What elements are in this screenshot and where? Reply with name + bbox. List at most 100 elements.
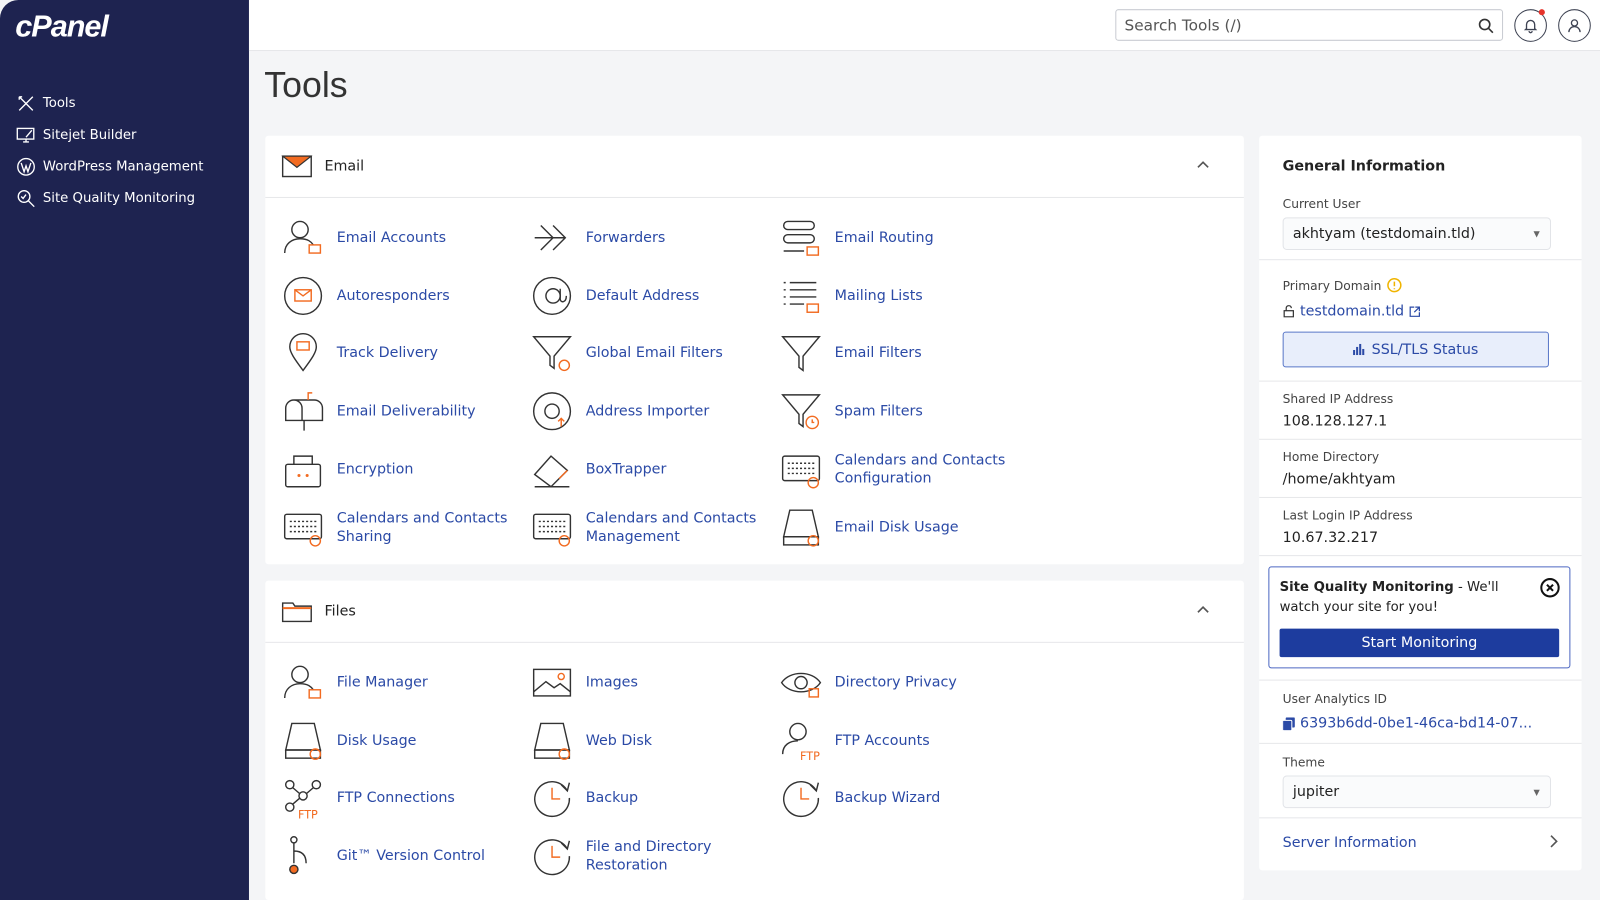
sidebar-item-label: Tools bbox=[42, 95, 76, 112]
tool-web-disk[interactable]: Web Disk bbox=[531, 719, 776, 762]
server-information-label: Server Information bbox=[1282, 834, 1417, 852]
clock-icon bbox=[783, 781, 820, 818]
bell-icon bbox=[1523, 19, 1538, 34]
close-circle-icon[interactable] bbox=[1540, 578, 1560, 598]
user-icon bbox=[283, 665, 322, 699]
email-section-header[interactable]: Email bbox=[265, 136, 1244, 198]
user-menu-button[interactable] bbox=[1558, 9, 1591, 42]
sidebar-item-site-quality-monitoring[interactable]: Site Quality Monitoring bbox=[16, 183, 203, 215]
disk-icon bbox=[782, 508, 820, 547]
tool-directory-privacy[interactable]: Directory Privacy bbox=[780, 661, 1025, 704]
last-login-value: 10.67.32.217 bbox=[1282, 529, 1379, 546]
tool-label: Address Importer bbox=[585, 403, 710, 420]
sqm-text: - We'll watch your site for you! bbox=[1279, 579, 1499, 616]
tool-label: Email Deliverability bbox=[336, 403, 476, 420]
tool-file-and-directory-restoration[interactable]: File and Directory Restoration bbox=[531, 835, 776, 878]
wordpress-icon bbox=[17, 157, 35, 176]
sidebar-item-sitejet-builder[interactable]: Sitejet Builder bbox=[16, 119, 203, 151]
disk-icon bbox=[533, 722, 571, 760]
external-link-icon[interactable] bbox=[1409, 306, 1421, 317]
tool-file-manager[interactable]: File Manager bbox=[282, 661, 527, 704]
general-information-panel: General Information Current User akhtyam… bbox=[1259, 135, 1582, 871]
divider bbox=[1259, 555, 1582, 557]
tool-track-delivery[interactable]: Track Delivery bbox=[282, 332, 527, 375]
tool-encryption[interactable]: Encryption bbox=[282, 448, 527, 491]
tool-git-version-control[interactable]: Git™ Version Control bbox=[282, 835, 527, 878]
tool-label: Global Email Filters bbox=[585, 345, 723, 362]
sidebar-item-label: Sitejet Builder bbox=[42, 127, 137, 143]
svg-text:FTP: FTP bbox=[800, 750, 820, 762]
primary-domain-link[interactable]: testdomain.tld bbox=[1299, 303, 1405, 320]
tool-calendars-and-contacts-configuration[interactable]: Calendars and Contacts Configuration bbox=[780, 448, 1025, 491]
files-section-header[interactable]: Files bbox=[265, 581, 1244, 643]
tool-autoresponders[interactable]: Autoresponders bbox=[282, 274, 527, 317]
folder-icon bbox=[281, 602, 312, 623]
tool-calendars-and-contacts-sharing[interactable]: Calendars and Contacts Sharing bbox=[282, 506, 527, 549]
tool-label: Directory Privacy bbox=[834, 674, 957, 691]
tool-address-importer[interactable]: Address Importer bbox=[531, 390, 776, 433]
tool-boxtrapper[interactable]: BoxTrapper bbox=[531, 448, 776, 491]
tool-images[interactable]: Images bbox=[531, 661, 776, 704]
panel-title: General Information bbox=[1282, 158, 1446, 175]
copy-icon[interactable] bbox=[1282, 716, 1295, 731]
chevron-up-icon[interactable] bbox=[1197, 160, 1209, 168]
tool-label: Email Disk Usage bbox=[834, 518, 959, 536]
tool-email-routing[interactable]: Email Routing bbox=[780, 216, 1025, 259]
theme-select[interactable]: jupiter ▼ bbox=[1282, 775, 1552, 809]
tool-global-email-filters[interactable]: Global Email Filters bbox=[531, 332, 776, 375]
tool-ftp-connections[interactable]: FTP FTP Connections bbox=[282, 777, 527, 820]
tool-label: Web Disk bbox=[585, 732, 653, 749]
top-bar bbox=[248, 0, 1600, 52]
tool-forwarders[interactable]: Forwarders bbox=[531, 216, 776, 259]
tool-spam-filters[interactable]: Spam Filters bbox=[780, 390, 1025, 433]
tool-ftp-accounts[interactable]: FTP FTP Accounts bbox=[780, 719, 1025, 762]
divider bbox=[1259, 679, 1582, 681]
tool-calendars-and-contacts-management[interactable]: Calendars and Contacts Management bbox=[531, 506, 776, 549]
section-title: Email bbox=[324, 158, 365, 175]
divider bbox=[1259, 742, 1582, 744]
tool-mailing-lists[interactable]: Mailing Lists bbox=[780, 274, 1025, 317]
ssl-tls-status-button[interactable]: SSL/TLS Status bbox=[1282, 331, 1549, 368]
tool-label: File Manager bbox=[336, 674, 428, 691]
user-ftp-icon: FTP bbox=[781, 722, 820, 762]
bar-chart-icon bbox=[1353, 343, 1365, 356]
chevron-up-icon[interactable] bbox=[1197, 605, 1209, 613]
tool-email-deliverability[interactable]: Email Deliverability bbox=[282, 390, 527, 433]
cpanel-logo[interactable]: cPanel bbox=[15, 10, 109, 44]
tool-email-disk-usage[interactable]: Email Disk Usage bbox=[780, 506, 1025, 549]
current-user-label: Current User bbox=[1282, 196, 1361, 212]
funnel-globe-icon bbox=[532, 336, 572, 372]
sidebar-item-tools[interactable]: Tools bbox=[16, 88, 203, 120]
notifications-button[interactable] bbox=[1514, 9, 1547, 42]
tool-backup-wizard[interactable]: Backup Wizard bbox=[780, 777, 1025, 820]
funnel-clock-icon bbox=[781, 394, 821, 430]
envelope-icon bbox=[281, 155, 313, 178]
tool-label: Forwarders bbox=[585, 229, 666, 246]
warning-icon[interactable] bbox=[1386, 278, 1402, 293]
clock-icon bbox=[534, 781, 571, 818]
sidebar-item-wordpress-management[interactable]: WordPress Management bbox=[16, 151, 203, 183]
calendar-icon bbox=[781, 455, 821, 489]
current-user-select[interactable]: akhtyam (testdomain.tld) ▼ bbox=[1282, 217, 1552, 250]
search-input[interactable] bbox=[1124, 15, 1478, 35]
tool-email-filters[interactable]: Email Filters bbox=[780, 332, 1025, 375]
image-icon bbox=[532, 668, 572, 697]
tool-label: Email Accounts bbox=[336, 229, 447, 246]
tool-email-accounts[interactable]: Email Accounts bbox=[282, 216, 527, 259]
divider bbox=[1259, 380, 1582, 382]
caret-down-icon: ▼ bbox=[1533, 229, 1540, 239]
at-icon bbox=[532, 276, 572, 315]
start-monitoring-button[interactable]: Start Monitoring bbox=[1279, 628, 1560, 658]
divider bbox=[1259, 496, 1582, 498]
tool-backup[interactable]: Backup bbox=[531, 777, 776, 820]
search-icon[interactable] bbox=[1478, 17, 1494, 33]
eye-icon bbox=[780, 672, 822, 698]
tool-disk-usage[interactable]: Disk Usage bbox=[282, 719, 527, 762]
funnel-icon bbox=[781, 336, 821, 373]
shared-ip-label: Shared IP Address bbox=[1282, 391, 1394, 407]
svg-text:FTP: FTP bbox=[298, 809, 318, 820]
server-information-link[interactable]: Server Information bbox=[1283, 835, 1559, 851]
theme-value: jupiter bbox=[1292, 783, 1340, 800]
tool-label: Autoresponders bbox=[336, 287, 450, 304]
tool-default-address[interactable]: Default Address bbox=[531, 274, 776, 317]
